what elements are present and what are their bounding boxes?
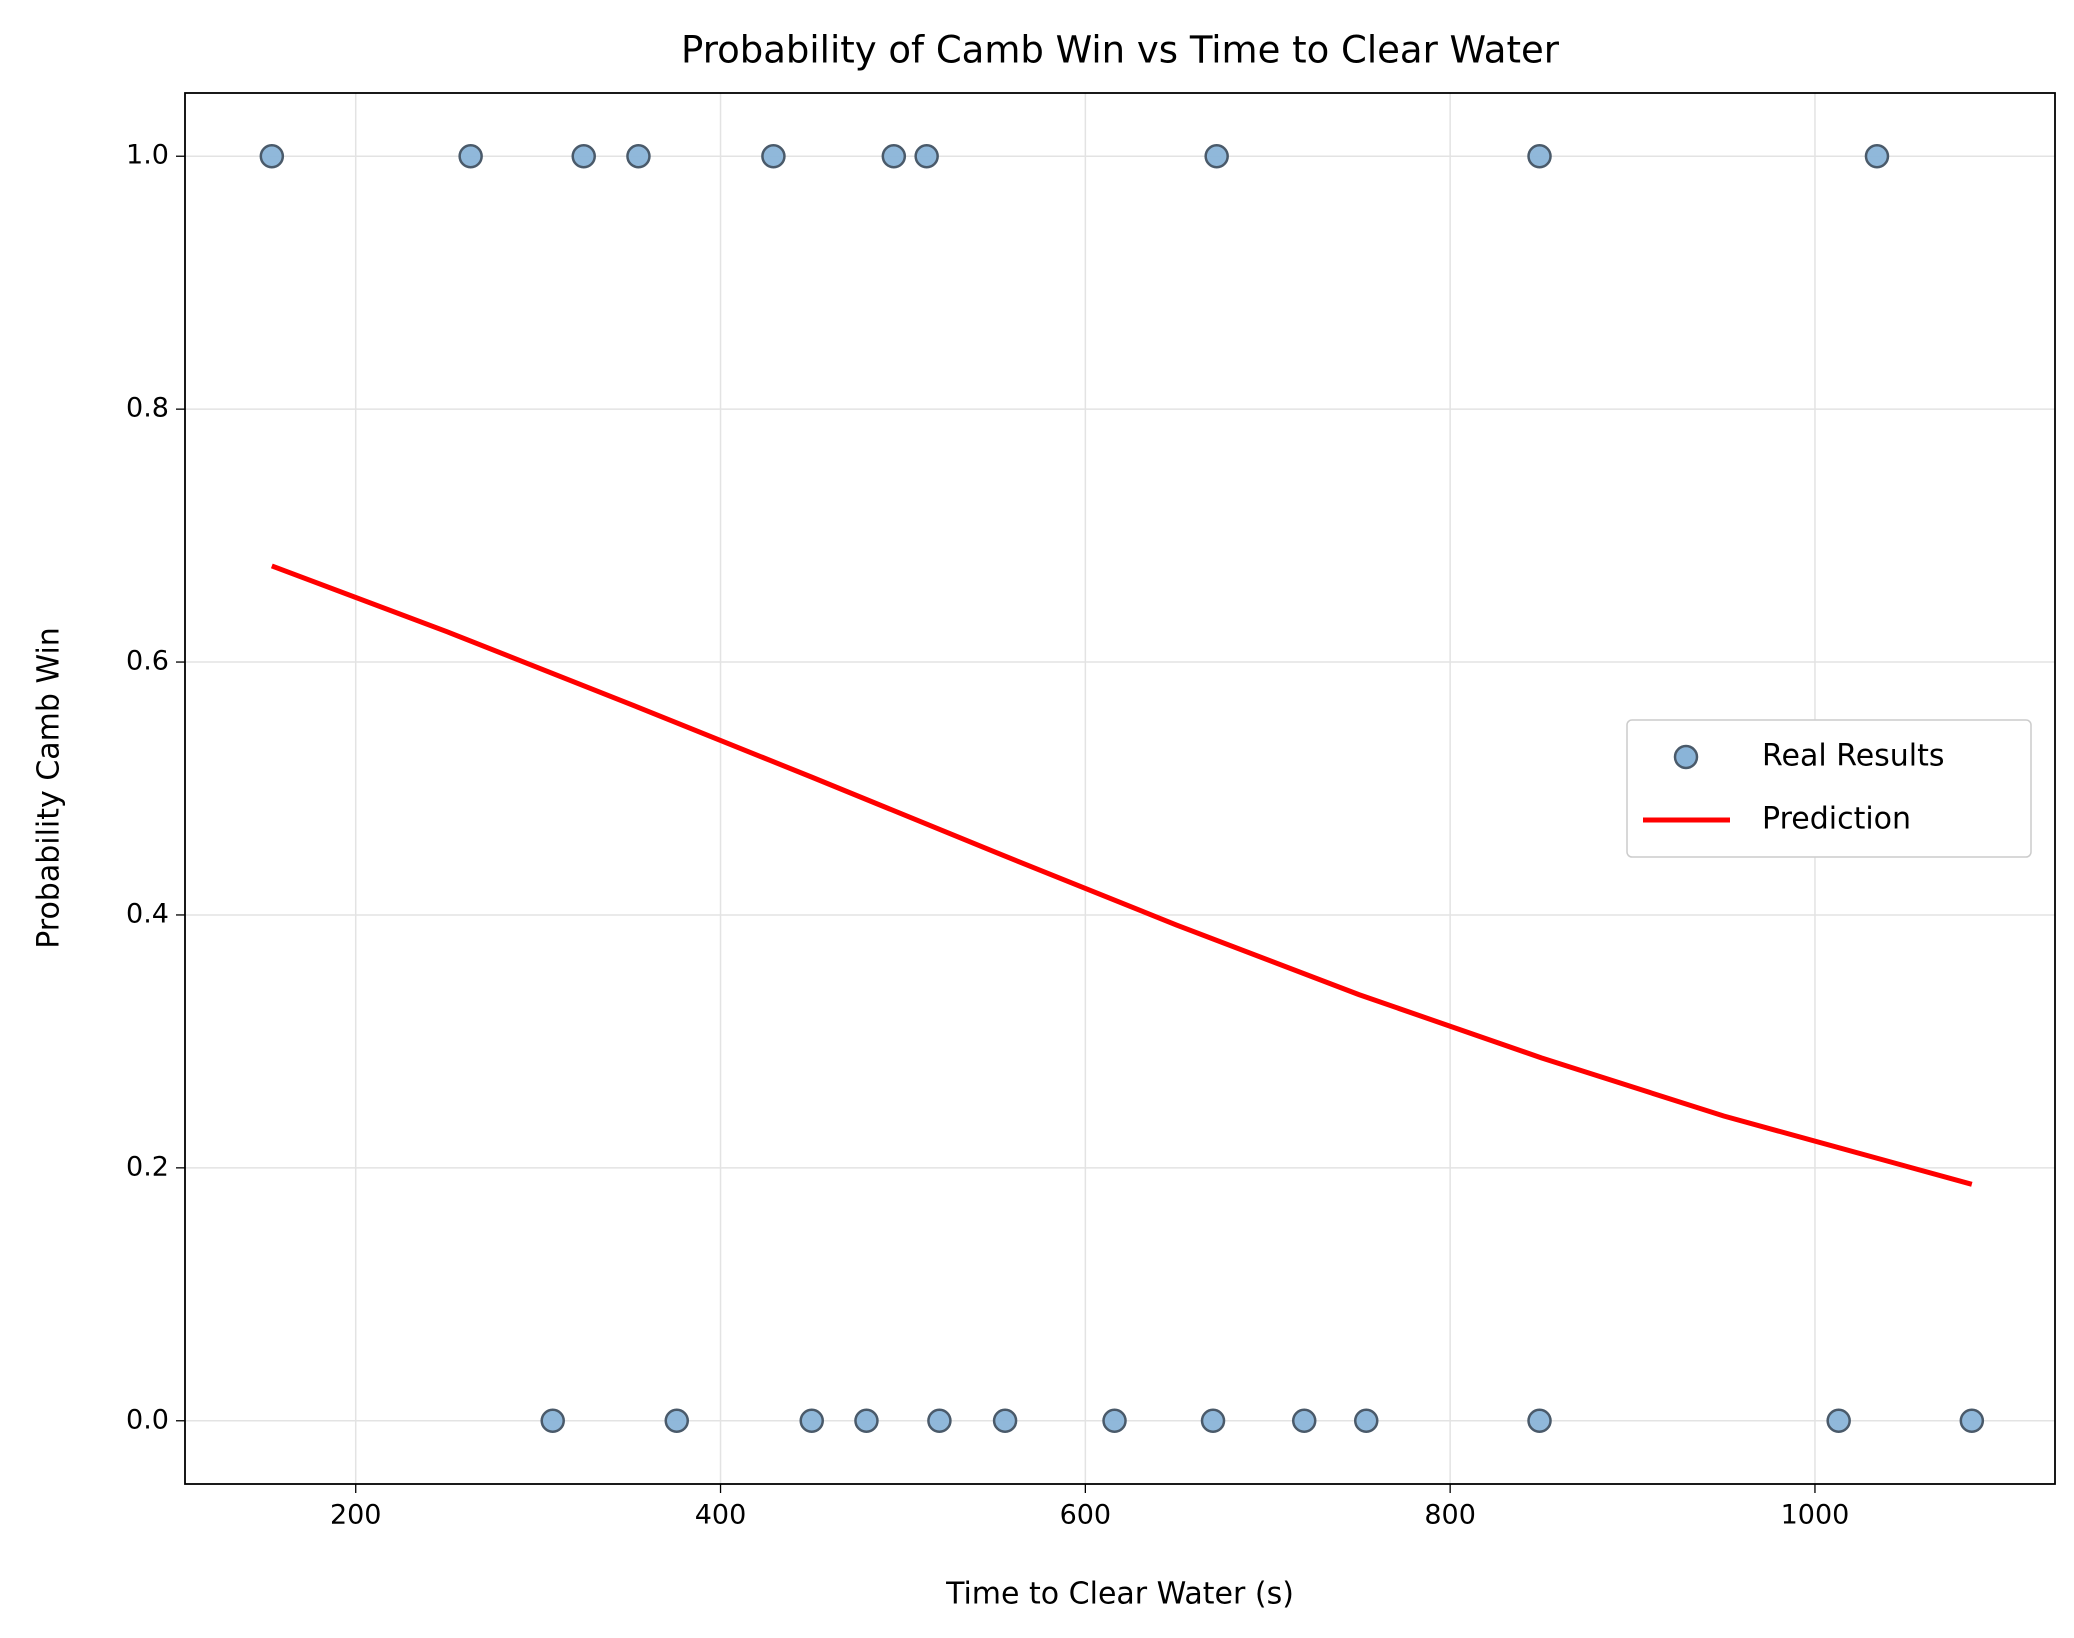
scatter-point	[1200, 1408, 1226, 1434]
scatter-point	[259, 143, 285, 169]
scatter-point	[927, 1408, 952, 1434]
x-tick-label: 400	[695, 1500, 747, 1531]
scatter-point	[914, 143, 939, 169]
y-tick-label: 1.0	[126, 140, 169, 171]
legend-label: Real Results	[1762, 739, 1945, 774]
scatter-point	[626, 143, 651, 169]
scatter-point	[1864, 143, 1890, 169]
y-tick-label: 0.4	[126, 898, 169, 929]
scatter-point	[1353, 1408, 1379, 1434]
y-tick-label: 0.2	[126, 1151, 169, 1182]
scatter-point	[1204, 143, 1229, 169]
scatter-point	[1527, 1408, 1552, 1434]
scatter-point	[458, 143, 483, 169]
legend-box	[1626, 719, 2032, 858]
x-axis-label: Time to Clear Water (s)	[945, 1577, 1294, 1612]
y-axis-label: Probability Camb Win	[32, 627, 67, 949]
x-tick-label: 600	[1060, 1500, 1112, 1531]
scatter-point	[664, 1408, 690, 1434]
y-tick-label: 0.6	[126, 646, 169, 677]
scatter-point	[854, 1408, 879, 1434]
plot-frame	[184, 92, 2056, 1485]
scatter-point	[799, 1408, 824, 1434]
prediction-line	[270, 563, 1973, 1187]
scatter-point	[761, 143, 786, 169]
x-tick-label: 800	[1424, 1500, 1476, 1531]
scatter-point	[881, 143, 907, 169]
scatter-point	[1102, 1408, 1127, 1434]
scatter-point	[1826, 1408, 1851, 1434]
scatter-point	[1527, 143, 1552, 169]
legend-label: Prediction	[1762, 802, 1911, 837]
scatter-point	[1959, 1408, 1985, 1434]
chart-title: Probability of Camb Win vs Time to Clear…	[681, 29, 1560, 72]
x-tick-label: 200	[330, 1500, 382, 1531]
scatter-point	[1291, 1408, 1317, 1434]
scatter-point	[571, 143, 596, 169]
y-tick-label: 0.0	[126, 1404, 169, 1435]
scatter-point	[992, 1408, 1018, 1434]
scatter-point	[540, 1408, 565, 1434]
x-tick-label: 1000	[1781, 1500, 1850, 1531]
legend-swatch	[1673, 744, 1699, 770]
y-tick-label: 0.8	[126, 393, 169, 424]
